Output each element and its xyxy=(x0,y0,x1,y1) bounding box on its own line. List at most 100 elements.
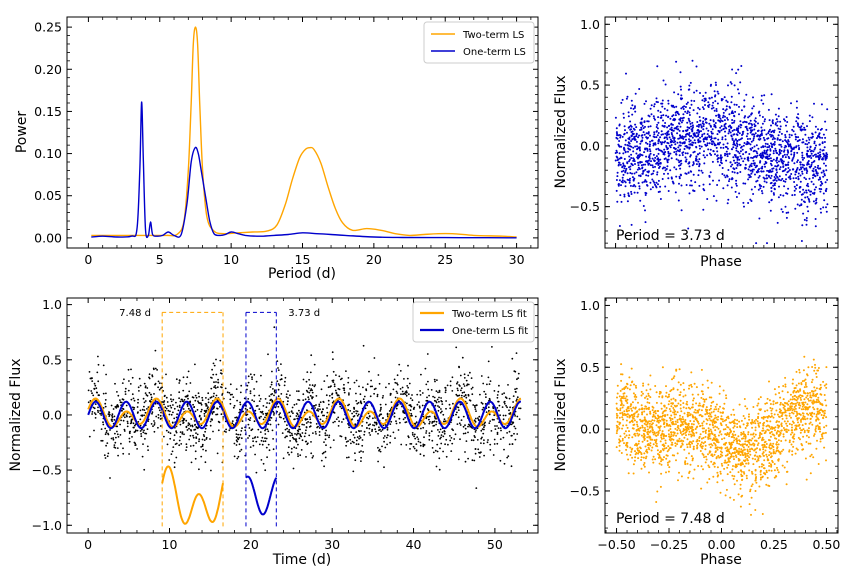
data-point xyxy=(794,173,797,176)
data-point xyxy=(807,136,810,139)
data-point xyxy=(625,97,628,100)
data-point xyxy=(93,429,95,432)
data-point xyxy=(97,406,99,409)
data-point xyxy=(775,179,778,182)
data-point xyxy=(462,432,465,435)
data-point xyxy=(431,447,434,449)
data-point xyxy=(493,418,495,421)
data-point xyxy=(505,404,507,407)
data-point xyxy=(819,155,822,158)
data-point xyxy=(617,184,620,187)
data-point xyxy=(328,394,331,397)
data-point xyxy=(776,176,779,179)
data-point xyxy=(687,117,690,120)
data-point xyxy=(641,139,644,142)
data-point xyxy=(496,433,499,435)
data-point xyxy=(783,146,786,149)
data-point xyxy=(191,425,194,428)
data-point xyxy=(798,168,801,171)
data-point xyxy=(640,161,643,164)
data-point xyxy=(515,400,518,402)
data-point xyxy=(265,446,268,449)
data-point xyxy=(663,456,665,459)
data-point xyxy=(292,412,294,415)
data-point xyxy=(765,174,768,177)
data-point xyxy=(416,436,419,438)
data-point xyxy=(482,442,485,445)
data-point xyxy=(659,440,662,443)
data-point xyxy=(419,390,421,392)
lightcurve-frame xyxy=(66,297,539,534)
data-point xyxy=(201,399,204,402)
data-point xyxy=(376,395,379,398)
data-point xyxy=(119,434,122,436)
data-point xyxy=(213,392,215,395)
data-point xyxy=(822,152,825,155)
data-point xyxy=(203,439,206,441)
data-point xyxy=(668,124,671,127)
data-point xyxy=(632,107,635,110)
data-point xyxy=(414,437,417,440)
data-point xyxy=(800,166,802,169)
data-point xyxy=(814,166,817,168)
data-point xyxy=(729,106,732,109)
data-point xyxy=(657,116,660,119)
data-point xyxy=(153,420,155,422)
data-point xyxy=(669,152,672,155)
data-point xyxy=(192,436,195,439)
data-point xyxy=(763,177,766,180)
data-point xyxy=(733,171,736,174)
data-point xyxy=(715,108,718,110)
data-point xyxy=(688,192,691,195)
data-point xyxy=(493,438,496,441)
data-point xyxy=(182,408,185,410)
data-point xyxy=(483,422,486,425)
data-point xyxy=(114,432,116,435)
data-point xyxy=(785,173,788,176)
data-point xyxy=(661,99,664,102)
data-point xyxy=(679,125,682,128)
periodogram-xtick-label: 5 xyxy=(156,252,164,267)
data-point xyxy=(721,116,724,119)
data-point xyxy=(780,179,782,182)
data-point xyxy=(433,399,436,402)
data-point xyxy=(798,186,801,189)
data-point xyxy=(264,428,267,430)
data-point xyxy=(821,142,824,145)
data-point xyxy=(750,126,753,129)
data-point xyxy=(438,431,441,433)
data-point xyxy=(119,401,122,404)
data-point xyxy=(779,396,782,399)
data-point xyxy=(433,378,436,381)
data-point xyxy=(320,459,323,462)
data-point xyxy=(652,153,655,156)
data-point xyxy=(517,377,520,379)
data-point xyxy=(683,136,685,138)
data-point xyxy=(202,448,205,451)
data-point xyxy=(807,189,810,192)
data-point xyxy=(678,122,681,125)
data-point xyxy=(653,160,656,163)
data-point xyxy=(396,392,399,394)
data-point xyxy=(139,384,142,387)
data-point xyxy=(464,460,467,463)
data-point xyxy=(324,450,327,453)
data-point xyxy=(432,451,435,454)
data-point xyxy=(624,185,627,188)
data-point xyxy=(684,129,687,132)
data-point xyxy=(653,133,656,136)
data-point xyxy=(627,111,630,114)
data-point xyxy=(358,385,360,388)
data-point xyxy=(692,399,695,402)
data-point xyxy=(355,439,358,442)
data-point xyxy=(631,104,634,107)
data-point xyxy=(708,478,711,480)
data-point xyxy=(657,142,660,145)
data-point xyxy=(690,184,693,187)
data-point xyxy=(306,391,309,393)
data-point xyxy=(679,167,682,170)
data-point xyxy=(388,382,390,385)
data-point xyxy=(320,388,323,391)
data-point xyxy=(773,413,776,416)
data-point xyxy=(512,395,515,397)
